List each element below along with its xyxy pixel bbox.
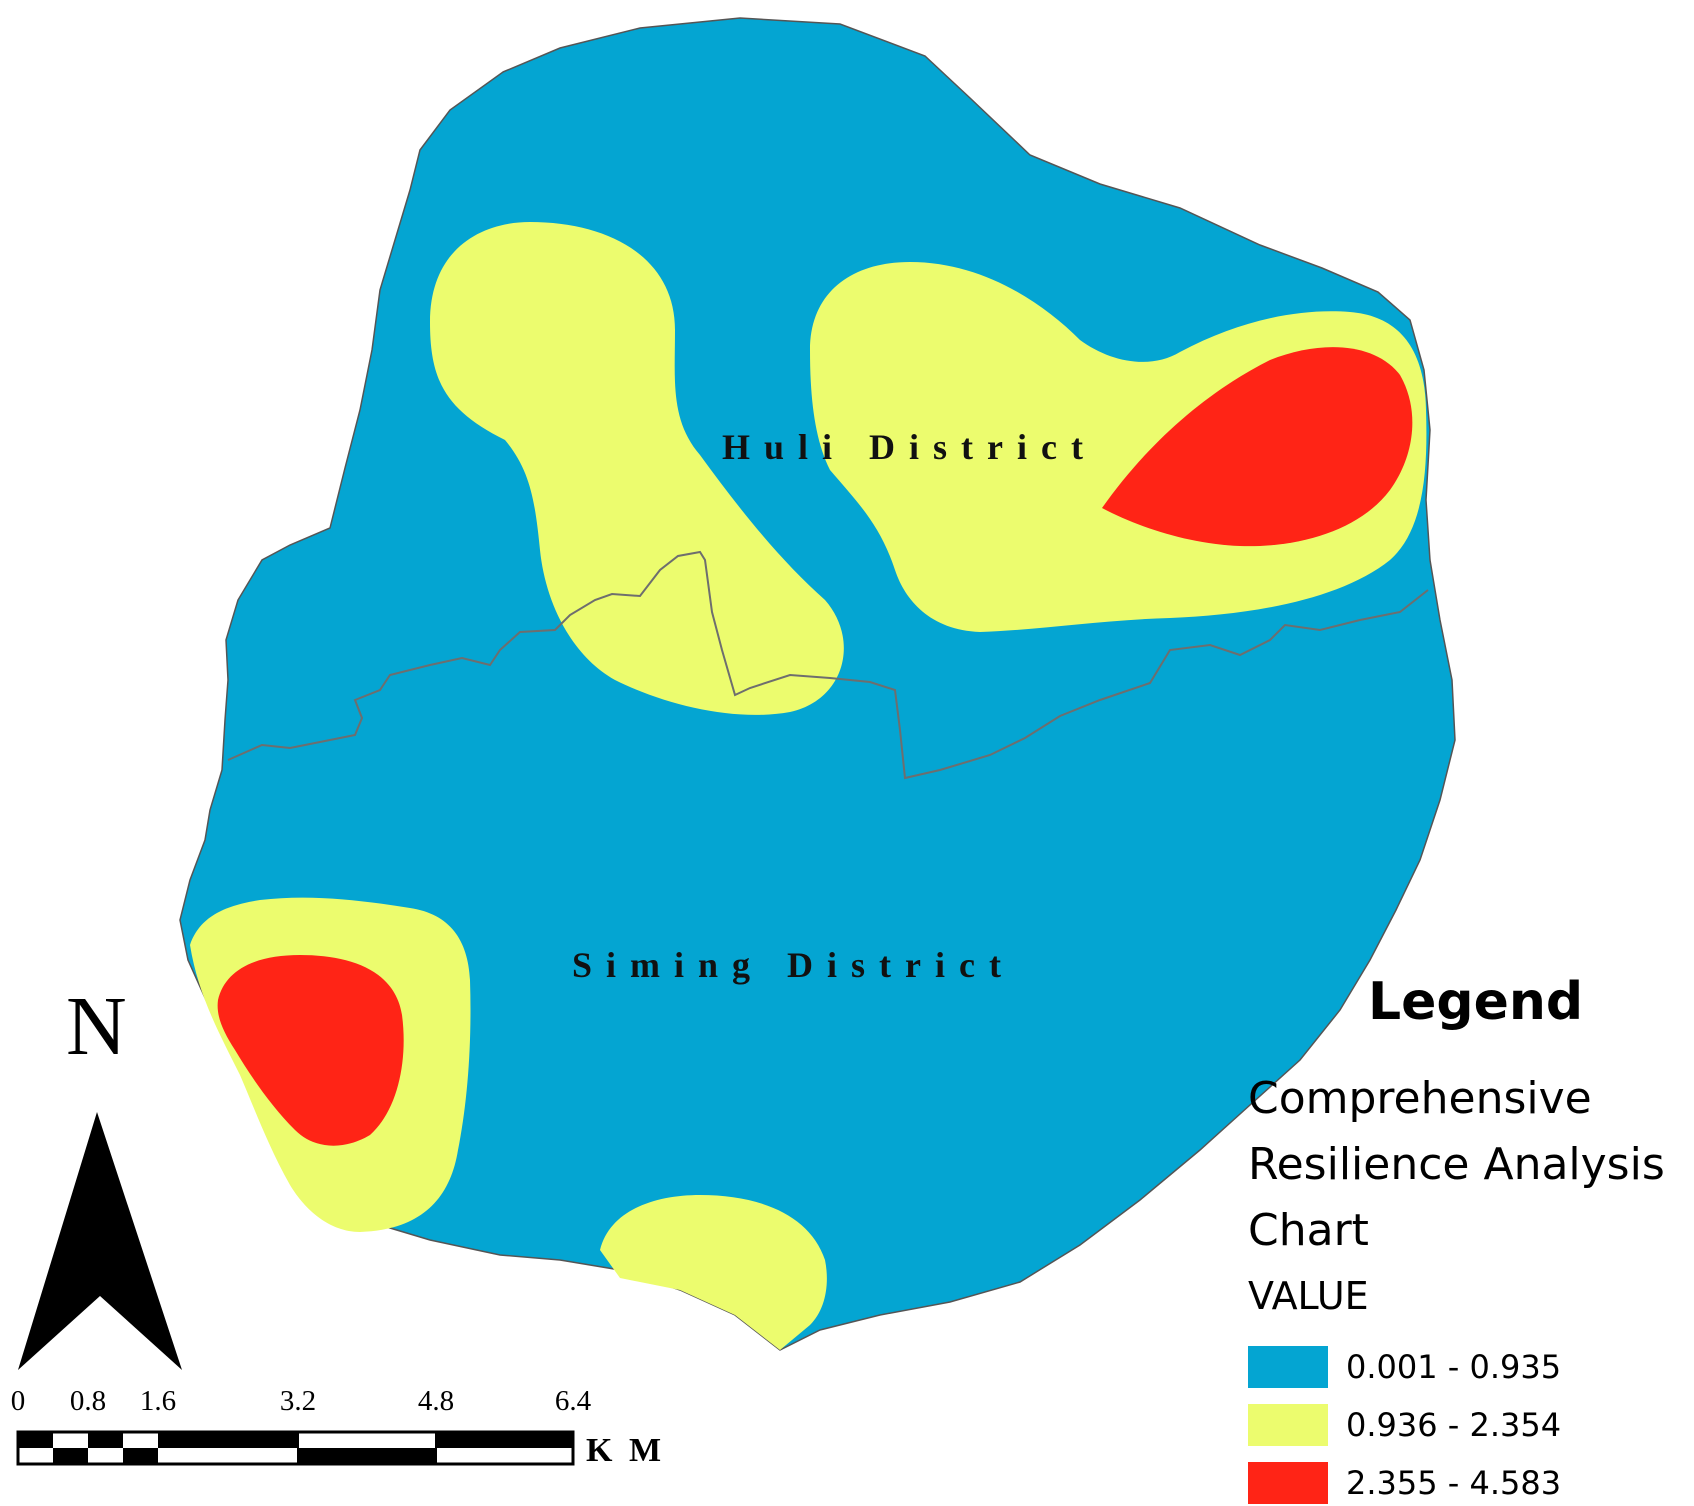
scale-tick-label: 0.8	[69, 1385, 107, 1417]
scale-tick-label: 6.4	[554, 1385, 592, 1417]
zone-mid-south	[600, 1195, 827, 1350]
legend-label: 2.355 - 4.583	[1346, 1464, 1562, 1502]
legend-label: 0.001 - 0.935	[1346, 1348, 1562, 1386]
scale-unit-label: K M	[586, 1432, 666, 1469]
legend-swatch	[1248, 1404, 1328, 1446]
legend-title: Legend	[1368, 972, 1584, 1032]
north-arrow-icon	[18, 1112, 182, 1370]
zone-high-north-east	[1102, 347, 1413, 547]
scale-tick-label: 0	[10, 1385, 26, 1417]
district-label-siming: Siming District	[572, 945, 1015, 985]
north-label: N	[66, 980, 127, 1073]
legend-label: 0.936 - 2.354	[1346, 1406, 1562, 1444]
zone-high-south-west	[217, 955, 404, 1146]
scale-tick-label: 3.2	[279, 1385, 317, 1417]
legend-subtitle: Comprehensive Resilience Analysis Chart	[1248, 1073, 1665, 1256]
scale-tick-label: 4.8	[417, 1385, 455, 1417]
legend-swatch	[1248, 1462, 1328, 1504]
legend-swatch	[1248, 1346, 1328, 1388]
legend-field-name: VALUE	[1248, 1274, 1369, 1318]
zone-mid-north-west	[430, 222, 844, 715]
scale-tick-label: 1.6	[139, 1385, 177, 1417]
scale-bar-graphic	[16, 1430, 575, 1466]
district-boundary	[227, 550, 1429, 780]
district-label-huli: Huli District	[722, 427, 1097, 467]
